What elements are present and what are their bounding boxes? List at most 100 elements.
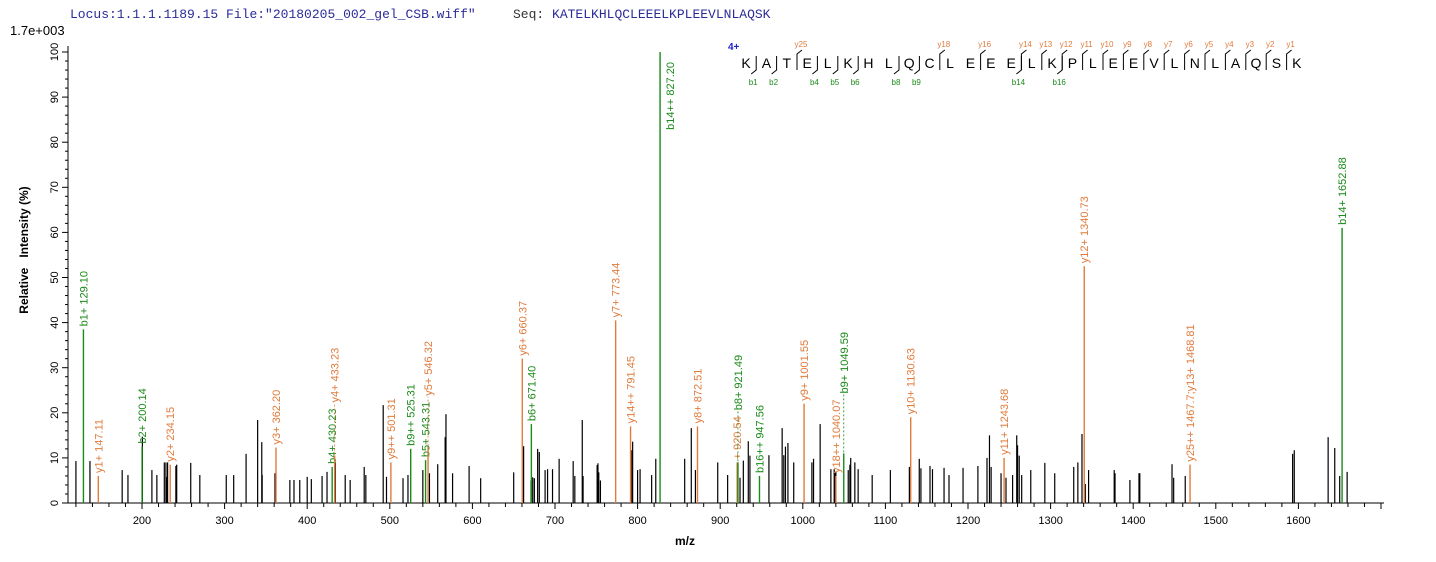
sequence-residue: L: [1171, 55, 1179, 71]
seq-text: KATELKHLQCLEEELKPLEEVLNLAQSK: [552, 7, 771, 22]
y-ion-marker: [1184, 49, 1190, 70]
y-ion-marker: [1122, 49, 1129, 70]
y-ion-marker: [980, 49, 986, 70]
x-tick-label: 1400: [1121, 515, 1145, 527]
x-tick-label: 400: [298, 515, 316, 527]
y-ion-label: y3+ 362.20: [271, 390, 283, 445]
file-text: File:"20180205_002_gel_CSB.wiff": [226, 7, 476, 22]
sequence-residue: Q: [1251, 55, 1262, 71]
y-ion-label: y4+ 433.23: [330, 348, 342, 403]
y-ion-label: y12+ 1340.73: [1079, 196, 1091, 263]
sequence-residue: L: [946, 55, 954, 71]
b-ion-label: b14++ 827.20: [665, 62, 677, 130]
b-ion-label: b8+ 921.49: [733, 355, 745, 410]
b-ion-index: b9: [912, 78, 921, 87]
x-tick-label: 500: [381, 515, 399, 527]
y-tick-label: 50: [49, 271, 61, 283]
y-ion-label: y9++ 501.31: [386, 398, 398, 459]
b-ion-marker: [812, 56, 818, 75]
b-ion-index: b2: [769, 78, 778, 87]
b-ion-index: b14: [1012, 78, 1026, 87]
sequence-residue: A: [762, 55, 772, 71]
y-ion-marker: [1061, 49, 1068, 70]
y-ion-label: y9+ 1001.55: [799, 340, 811, 401]
y-tick-label: 40: [49, 316, 61, 328]
x-tick-label: 1200: [956, 515, 980, 527]
y-tick-label: 20: [49, 407, 61, 419]
sequence-residue: K: [741, 55, 751, 71]
header-locus-file: Locus:1.1.1.1189.15 File:"20180205_002_g…: [70, 7, 476, 22]
y-ion-marker: [1041, 49, 1048, 70]
b-ion-marker: [750, 56, 757, 75]
y-ion-index: y4: [1225, 40, 1234, 49]
b-ion-label: b4+ 430.23: [327, 409, 339, 464]
b-ion-label: b9+ 1049.59: [839, 332, 851, 393]
y-ion-label: y14++ 791.45: [626, 356, 638, 423]
x-tick-label: 200: [133, 515, 151, 527]
b-ion-marker: [914, 56, 920, 75]
y-ion-marker: [1224, 49, 1231, 70]
x-tick-label: 1300: [1038, 515, 1062, 527]
b-ion-label: b16++ 947.56: [754, 405, 766, 473]
y-ion-marker: [1204, 49, 1211, 70]
b-ion-index: b4: [810, 78, 819, 87]
y-tick-label: 30: [49, 362, 61, 374]
sequence-residue: L: [1089, 55, 1097, 71]
y-ion-index: y12: [1060, 40, 1073, 49]
b-ion-marker: [1016, 56, 1022, 75]
y-ion-index: y14: [1019, 40, 1032, 49]
y-ion-index: y11: [1080, 40, 1093, 49]
y-ion-marker: [1143, 49, 1150, 70]
b-ion-marker: [852, 56, 859, 75]
b-ion-marker: [1056, 56, 1063, 75]
sequence-residue: L: [1028, 55, 1036, 71]
x-tick-label: 1500: [1204, 515, 1228, 527]
sequence-residue: T: [783, 55, 792, 71]
b-ion-label: b9++ 525.31: [406, 384, 418, 446]
b-ion-label: b2+ 200.14: [137, 388, 149, 443]
y-ion-label: y25++ 1467.7;y13+ 1468.81: [1185, 324, 1197, 461]
sequence-residue: L: [885, 55, 893, 71]
sequence-residue: E: [1007, 55, 1016, 71]
y-tick-label: 70: [49, 181, 61, 193]
b-ion-index: b16: [1053, 78, 1067, 87]
y-ion-label: y1+ 147.11: [93, 419, 105, 473]
b-ion-index: b8: [892, 78, 901, 87]
y-ion-index: y10: [1101, 40, 1114, 49]
sequence-residue: E: [986, 55, 995, 71]
sequence-residue: L: [1211, 55, 1219, 71]
b-ion-label: b6+ 671.40: [526, 366, 538, 421]
y-ion-index: y3: [1246, 40, 1255, 49]
y-ion-label: y6+ 660.37: [517, 301, 529, 356]
sequence-residue: N: [1190, 55, 1200, 71]
intensity-scale: 1.7e+003: [10, 23, 65, 38]
y-ion-index: y6: [1184, 40, 1193, 49]
sequence-residue: A: [1231, 55, 1241, 71]
b-ion-index: b1: [749, 78, 758, 87]
y-ion-marker: [1020, 49, 1027, 70]
y-ion-marker: [939, 49, 946, 70]
sequence-residue: K: [1047, 55, 1057, 71]
y-ion-marker: [1163, 49, 1170, 70]
x-tick-label: 1000: [791, 515, 815, 527]
y-ion-label: y5+ 546.32: [423, 341, 435, 396]
b-ion-label: b1+ 129.10: [78, 271, 90, 326]
x-tick-label: 1100: [874, 515, 898, 527]
y-ion-index: y13: [1039, 40, 1052, 49]
y-tick-label: 10: [49, 452, 61, 464]
y-tick-label: 0: [49, 500, 61, 506]
y-tick-label: 100: [49, 43, 61, 61]
y-tick-label: 60: [49, 226, 61, 238]
y-ion-index: y5: [1205, 40, 1214, 49]
y-ion-marker: [796, 49, 803, 70]
sequence-residue: E: [1109, 55, 1118, 71]
sequence-residue: E: [966, 55, 975, 71]
b-ion-index: b6: [851, 78, 860, 87]
y-tick-label: 80: [49, 136, 61, 148]
y-ion-marker: [1265, 49, 1272, 70]
y-ion-label: y8+ 872.51: [692, 369, 704, 424]
sequence-residue: H: [863, 55, 873, 71]
y-ion-label: y10+ 1130.63: [906, 348, 918, 414]
y-ion-label: y2+ 234.15: [165, 407, 177, 462]
